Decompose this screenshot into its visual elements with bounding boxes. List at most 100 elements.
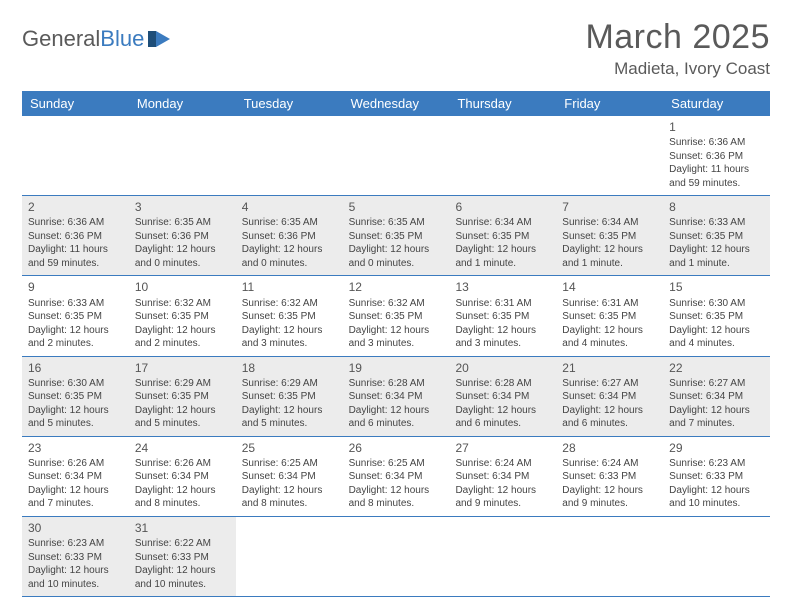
day-number: 15: [669, 279, 764, 295]
daylight-text: Daylight: 11 hours and 59 minutes.: [669, 163, 764, 190]
calendar-day-cell: 16Sunrise: 6:30 AMSunset: 6:35 PMDayligh…: [22, 357, 129, 436]
daylight-text: Daylight: 12 hours and 0 minutes.: [242, 243, 337, 270]
logo-text-2: Blue: [100, 26, 144, 52]
calendar-day-cell: 1Sunrise: 6:36 AMSunset: 6:36 PMDaylight…: [663, 116, 770, 195]
day-number: 18: [242, 360, 337, 376]
title-block: March 2025 Madieta, Ivory Coast: [585, 18, 770, 79]
calendar-empty-cell: [449, 517, 556, 596]
calendar-day-cell: 4Sunrise: 6:35 AMSunset: 6:36 PMDaylight…: [236, 196, 343, 275]
calendar-day-cell: 8Sunrise: 6:33 AMSunset: 6:35 PMDaylight…: [663, 196, 770, 275]
daylight-text: Daylight: 12 hours and 8 minutes.: [135, 484, 230, 511]
calendar-day-cell: 22Sunrise: 6:27 AMSunset: 6:34 PMDayligh…: [663, 357, 770, 436]
daylight-text: Daylight: 12 hours and 7 minutes.: [28, 484, 123, 511]
day-number: 9: [28, 279, 123, 295]
calendar-day-cell: 24Sunrise: 6:26 AMSunset: 6:34 PMDayligh…: [129, 437, 236, 516]
calendar-header-row: SundayMondayTuesdayWednesdayThursdayFrid…: [22, 91, 770, 116]
header: GeneralBlue March 2025 Madieta, Ivory Co…: [22, 18, 770, 79]
sunset-text: Sunset: 6:34 PM: [349, 390, 444, 404]
location: Madieta, Ivory Coast: [585, 59, 770, 79]
day-number: 26: [349, 440, 444, 456]
calendar-empty-cell: [556, 116, 663, 195]
calendar-day-cell: 20Sunrise: 6:28 AMSunset: 6:34 PMDayligh…: [449, 357, 556, 436]
sunset-text: Sunset: 6:34 PM: [349, 470, 444, 484]
sunset-text: Sunset: 6:33 PM: [135, 551, 230, 565]
daylight-text: Daylight: 12 hours and 10 minutes.: [135, 564, 230, 591]
daylight-text: Daylight: 12 hours and 6 minutes.: [562, 404, 657, 431]
sunset-text: Sunset: 6:35 PM: [135, 390, 230, 404]
sunrise-text: Sunrise: 6:33 AM: [28, 297, 123, 311]
calendar: SundayMondayTuesdayWednesdayThursdayFrid…: [22, 91, 770, 597]
sunrise-text: Sunrise: 6:35 AM: [349, 216, 444, 230]
day-number: 7: [562, 199, 657, 215]
day-number: 14: [562, 279, 657, 295]
day-number: 12: [349, 279, 444, 295]
sunset-text: Sunset: 6:35 PM: [349, 230, 444, 244]
sunrise-text: Sunrise: 6:32 AM: [135, 297, 230, 311]
calendar-day-cell: 3Sunrise: 6:35 AMSunset: 6:36 PMDaylight…: [129, 196, 236, 275]
sunrise-text: Sunrise: 6:27 AM: [669, 377, 764, 391]
daylight-text: Daylight: 12 hours and 2 minutes.: [28, 324, 123, 351]
sunset-text: Sunset: 6:36 PM: [242, 230, 337, 244]
calendar-week-row: 23Sunrise: 6:26 AMSunset: 6:34 PMDayligh…: [22, 437, 770, 517]
sunset-text: Sunset: 6:34 PM: [455, 470, 550, 484]
sunrise-text: Sunrise: 6:32 AM: [349, 297, 444, 311]
sunset-text: Sunset: 6:33 PM: [28, 551, 123, 565]
sunrise-text: Sunrise: 6:26 AM: [135, 457, 230, 471]
sunrise-text: Sunrise: 6:30 AM: [669, 297, 764, 311]
day-number: 2: [28, 199, 123, 215]
sunrise-text: Sunrise: 6:28 AM: [349, 377, 444, 391]
sunrise-text: Sunrise: 6:34 AM: [562, 216, 657, 230]
sunset-text: Sunset: 6:34 PM: [455, 390, 550, 404]
sunset-text: Sunset: 6:34 PM: [28, 470, 123, 484]
day-header: Wednesday: [343, 91, 450, 116]
calendar-day-cell: 6Sunrise: 6:34 AMSunset: 6:35 PMDaylight…: [449, 196, 556, 275]
sunset-text: Sunset: 6:35 PM: [28, 310, 123, 324]
calendar-week-row: 30Sunrise: 6:23 AMSunset: 6:33 PMDayligh…: [22, 517, 770, 597]
calendar-day-cell: 25Sunrise: 6:25 AMSunset: 6:34 PMDayligh…: [236, 437, 343, 516]
sunrise-text: Sunrise: 6:23 AM: [669, 457, 764, 471]
calendar-day-cell: 28Sunrise: 6:24 AMSunset: 6:33 PMDayligh…: [556, 437, 663, 516]
calendar-day-cell: 11Sunrise: 6:32 AMSunset: 6:35 PMDayligh…: [236, 276, 343, 355]
sunset-text: Sunset: 6:35 PM: [455, 230, 550, 244]
calendar-empty-cell: [129, 116, 236, 195]
day-number: 27: [455, 440, 550, 456]
daylight-text: Daylight: 12 hours and 6 minutes.: [349, 404, 444, 431]
calendar-day-cell: 13Sunrise: 6:31 AMSunset: 6:35 PMDayligh…: [449, 276, 556, 355]
day-number: 8: [669, 199, 764, 215]
sunrise-text: Sunrise: 6:34 AM: [455, 216, 550, 230]
calendar-day-cell: 26Sunrise: 6:25 AMSunset: 6:34 PMDayligh…: [343, 437, 450, 516]
daylight-text: Daylight: 12 hours and 3 minutes.: [455, 324, 550, 351]
day-number: 25: [242, 440, 337, 456]
sunset-text: Sunset: 6:35 PM: [562, 230, 657, 244]
day-number: 24: [135, 440, 230, 456]
daylight-text: Daylight: 12 hours and 4 minutes.: [669, 324, 764, 351]
day-header: Monday: [129, 91, 236, 116]
day-number: 16: [28, 360, 123, 376]
day-number: 19: [349, 360, 444, 376]
calendar-day-cell: 31Sunrise: 6:22 AMSunset: 6:33 PMDayligh…: [129, 517, 236, 596]
day-number: 17: [135, 360, 230, 376]
day-header: Friday: [556, 91, 663, 116]
day-number: 5: [349, 199, 444, 215]
sunrise-text: Sunrise: 6:25 AM: [242, 457, 337, 471]
daylight-text: Daylight: 12 hours and 6 minutes.: [455, 404, 550, 431]
calendar-empty-cell: [236, 517, 343, 596]
day-number: 31: [135, 520, 230, 536]
calendar-day-cell: 23Sunrise: 6:26 AMSunset: 6:34 PMDayligh…: [22, 437, 129, 516]
calendar-empty-cell: [343, 517, 450, 596]
day-number: 6: [455, 199, 550, 215]
day-number: 21: [562, 360, 657, 376]
daylight-text: Daylight: 12 hours and 10 minutes.: [28, 564, 123, 591]
day-header: Tuesday: [236, 91, 343, 116]
sunrise-text: Sunrise: 6:22 AM: [135, 537, 230, 551]
sunrise-text: Sunrise: 6:36 AM: [28, 216, 123, 230]
sunset-text: Sunset: 6:35 PM: [562, 310, 657, 324]
daylight-text: Daylight: 12 hours and 0 minutes.: [349, 243, 444, 270]
sunset-text: Sunset: 6:34 PM: [562, 390, 657, 404]
day-number: 28: [562, 440, 657, 456]
calendar-day-cell: 19Sunrise: 6:28 AMSunset: 6:34 PMDayligh…: [343, 357, 450, 436]
day-number: 13: [455, 279, 550, 295]
daylight-text: Daylight: 12 hours and 1 minute.: [669, 243, 764, 270]
sunrise-text: Sunrise: 6:36 AM: [669, 136, 764, 150]
day-number: 10: [135, 279, 230, 295]
